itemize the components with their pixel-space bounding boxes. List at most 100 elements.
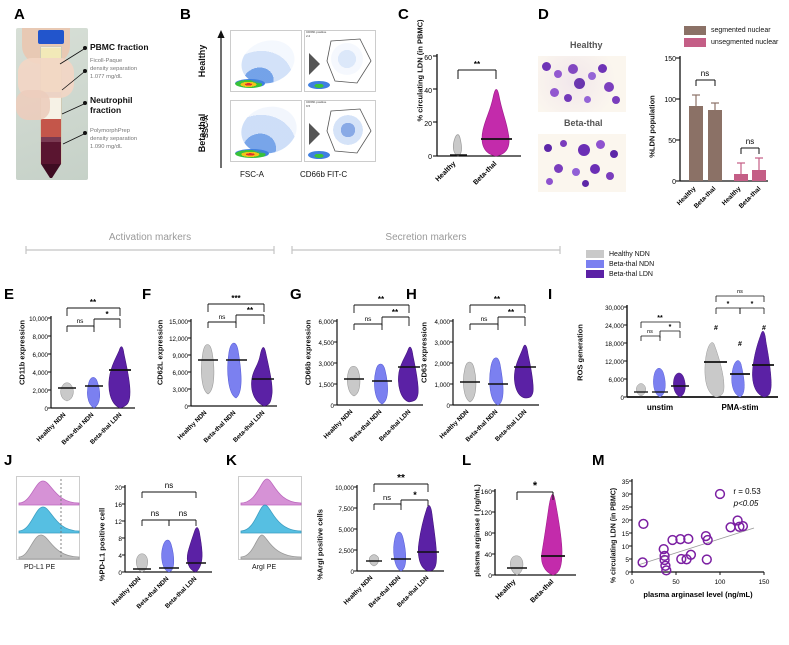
panel-h: H CD63 expression 4,000 3,000 2,000 1,00… xyxy=(404,286,546,443)
row-label-healthy: Healthy xyxy=(197,44,207,78)
panel-m: M % circulating LDN (in PBMC) 35 30 25 2… xyxy=(582,452,788,642)
svg-text:1,500: 1,500 xyxy=(319,382,335,389)
svg-text:12: 12 xyxy=(115,519,123,526)
svg-text:4: 4 xyxy=(118,553,122,560)
micrograph-healthy xyxy=(538,56,626,112)
flow-plot-betathal-cd66b: CD66b positive 9.5 xyxy=(304,100,376,162)
svg-text:ns: ns xyxy=(179,509,187,518)
svg-text:4,000: 4,000 xyxy=(33,370,49,377)
legend-label-unsegmented: unsegmented nuclear xyxy=(711,39,779,46)
svg-text:Healthy NDN: Healthy NDN xyxy=(176,409,208,441)
svg-text:9,000: 9,000 xyxy=(173,353,189,360)
svg-text:Healthy: Healthy xyxy=(435,160,458,183)
panel-m-label: M xyxy=(592,452,605,469)
legend-swatch-betathal-ndn xyxy=(586,260,604,268)
svg-text:50: 50 xyxy=(668,138,676,145)
svg-text:0: 0 xyxy=(118,570,122,577)
panel-g-label: G xyxy=(290,286,302,303)
svg-text:0: 0 xyxy=(331,403,335,410)
svg-text:12,000: 12,000 xyxy=(169,336,188,343)
panel-i-label: I xyxy=(548,286,553,303)
svg-text:0: 0 xyxy=(447,403,451,410)
svg-text:plasma arginaseI level (ng/mL): plasma arginaseI level (ng/mL) xyxy=(643,590,753,599)
panel-m-r-value: r = 0.53 xyxy=(733,487,761,496)
svg-text:18,000: 18,000 xyxy=(605,341,624,348)
svg-text:15,000: 15,000 xyxy=(169,319,188,326)
panel-j-label: J xyxy=(4,452,13,469)
svg-text:ns: ns xyxy=(701,69,709,78)
panel-j-histogram-xlabel: PD-L1 PE xyxy=(24,564,56,571)
panel-c-label: C xyxy=(398,6,409,23)
panel-l-plot: 160 120 80 40 0 * Healthy Beta-thal xyxy=(481,480,576,605)
section-header-secretion-label: Secretion markers xyxy=(385,232,467,243)
svg-text:Beta-thal: Beta-thal xyxy=(529,578,555,604)
svg-text:20: 20 xyxy=(622,518,630,525)
panel-a-leader-lines xyxy=(59,46,87,145)
panel-b-label: B xyxy=(180,6,191,23)
svg-text:40: 40 xyxy=(484,552,492,559)
panel-h-plot: 4,000 3,000 2,000 1,000 0 ns ** ** He xyxy=(435,295,539,443)
panel-b-xlabel-cd66b: CD66b FIT-C xyxy=(300,170,348,179)
svg-text:2,000: 2,000 xyxy=(435,361,451,368)
svg-text:ns: ns xyxy=(365,316,373,323)
svg-text:4,000: 4,000 xyxy=(435,319,451,326)
panel-a: A PBMC fraction Ficoll-Paque density sep… xyxy=(8,4,178,204)
svg-text:ns: ns xyxy=(219,314,227,321)
svg-text:10: 10 xyxy=(622,544,630,551)
svg-text:Beta-thal: Beta-thal xyxy=(738,185,763,210)
svg-text:Healthy NDN: Healthy NDN xyxy=(322,408,354,440)
panel-e-plot: 10,000 8,000 6,000 4,000 2,000 0 ns * xyxy=(29,298,135,446)
svg-text:24,000: 24,000 xyxy=(605,323,624,330)
svg-text:ns: ns xyxy=(737,289,743,295)
legend-label-betathal-ndn: Beta-thal NDN xyxy=(609,260,655,268)
svg-text:#: # xyxy=(714,325,718,332)
flow-plot-betathal-fsc xyxy=(230,100,302,162)
svg-text:**: ** xyxy=(657,315,663,322)
svg-text:50: 50 xyxy=(672,579,680,586)
micrograph-label-betathal: Beta-thal xyxy=(564,118,603,128)
panel-j: J PD-L1 PE %PD-L1 positive cell 20 16 12… xyxy=(2,452,224,642)
svg-text:ns: ns xyxy=(77,318,85,325)
flow-plot-healthy-fsc xyxy=(230,30,302,92)
svg-text:1,000: 1,000 xyxy=(435,382,451,389)
legend-label-healthy-ndn: Healthy NDN xyxy=(609,250,650,258)
legend-swatch-betathal-ldn xyxy=(586,270,604,278)
panel-k-label: K xyxy=(226,452,237,469)
svg-text:6,000: 6,000 xyxy=(173,370,189,377)
panel-e-label: E xyxy=(4,286,15,303)
svg-text:0: 0 xyxy=(351,569,355,576)
svg-text:35: 35 xyxy=(622,479,630,486)
svg-text:8: 8 xyxy=(118,536,122,543)
tube-photo xyxy=(16,28,88,180)
svg-text:ns: ns xyxy=(746,137,754,146)
svg-text:120: 120 xyxy=(481,510,493,517)
svg-text:**: ** xyxy=(392,308,399,317)
svg-text:ns: ns xyxy=(647,329,653,335)
panel-f-plot: 15,000 12,000 9,000 6,000 3,000 0 ns ** xyxy=(169,294,277,444)
panel-b-xlabel-fsc: FSC-A xyxy=(240,170,264,179)
svg-text:ns: ns xyxy=(383,493,391,502)
svg-text:7,500: 7,500 xyxy=(339,506,355,513)
svg-text:**: ** xyxy=(90,298,97,307)
svg-text:***: *** xyxy=(231,294,241,303)
svg-text:*: * xyxy=(105,310,109,319)
polymorph-line1: PolymorphPrep xyxy=(90,128,130,134)
panel-h-label: H xyxy=(406,286,417,303)
svg-text:**: ** xyxy=(247,306,254,315)
svg-text:Healthy NDN: Healthy NDN xyxy=(438,408,470,440)
svg-text:12,000: 12,000 xyxy=(605,359,624,366)
svg-text:**: ** xyxy=(378,295,385,304)
panel-j-histogram xyxy=(16,476,80,560)
svg-text:ns: ns xyxy=(151,509,159,518)
panel-d-barchart: 150 100 50 0 ns ns Healthy Beta-thal xyxy=(664,56,768,210)
legend-label-segmented: segmented nuclear xyxy=(711,27,771,34)
section-header-activation: Activation markers xyxy=(20,232,280,255)
legend-swatch-unsegmented xyxy=(684,38,706,47)
svg-text:ns: ns xyxy=(165,481,173,490)
svg-text:30: 30 xyxy=(622,492,630,499)
panel-c-plot: 60 40 20 0 ** Healthy Beta-thal xyxy=(424,54,521,187)
svg-text:0: 0 xyxy=(630,579,634,586)
svg-text:10,000: 10,000 xyxy=(29,316,48,323)
polymorph-line2: density separation xyxy=(90,135,138,142)
gate-label-healthy: CD66b positive 2.2 xyxy=(306,30,327,38)
